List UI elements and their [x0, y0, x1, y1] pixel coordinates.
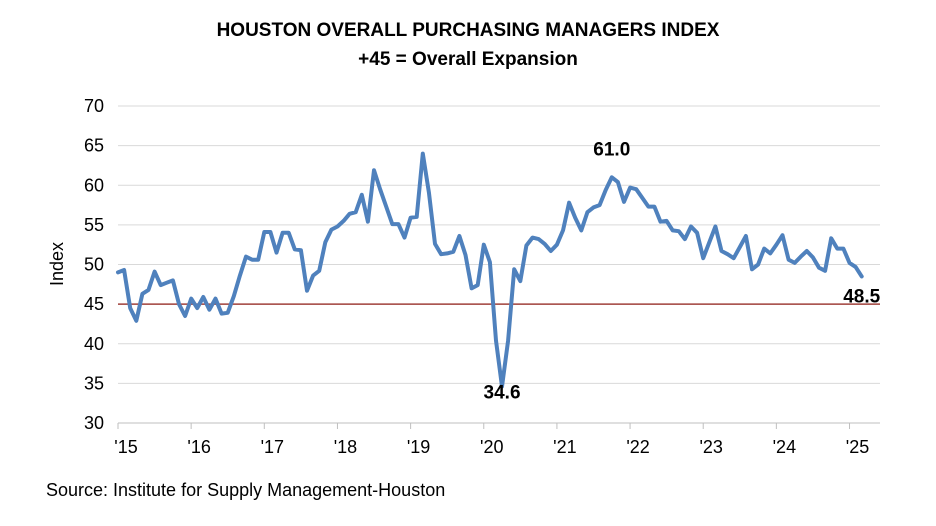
y-tick-label: 40	[84, 334, 104, 354]
x-tick-label: '23	[699, 437, 722, 457]
series-layer	[116, 151, 864, 389]
x-tick-label: '25	[846, 437, 869, 457]
x-tick-label: '18	[334, 437, 357, 457]
y-tick-label: 65	[84, 136, 104, 156]
x-tick-label: '24	[773, 437, 796, 457]
x-tick-label: '21	[553, 437, 576, 457]
data-label: 48.5	[843, 286, 880, 307]
x-tick-label: '20	[480, 437, 503, 457]
x-tick-label: '15	[114, 437, 137, 457]
chart-subtitle: +45 = Overall Expansion	[358, 49, 578, 70]
y-tick-label: 35	[84, 373, 104, 393]
x-tick-label: '17	[261, 437, 284, 457]
y-tick-label: 50	[84, 255, 104, 275]
x-tick-label: '22	[626, 437, 649, 457]
annotations: 61.0 34.6 48.5	[484, 139, 881, 403]
data-label: 34.6	[484, 383, 521, 404]
gridlines	[118, 105, 880, 384]
y-axis-label: Index	[47, 242, 67, 286]
series-line	[116, 151, 864, 389]
chart-title: HOUSTON OVERALL PURCHASING MANAGERS INDE…	[216, 20, 720, 41]
x-tick-label: '19	[407, 437, 430, 457]
y-tick-label: 60	[84, 175, 104, 195]
y-tick-label: 30	[84, 413, 104, 433]
data-label: 61.0	[593, 139, 630, 160]
y-tick-label: 45	[84, 294, 104, 314]
y-tick-label: 55	[84, 215, 104, 235]
source-note: Source: Institute for Supply Management-…	[46, 480, 446, 500]
axes: 30 35 40 45 50 55 60 65 70 '15 '16 '17 '18 '19 '20 '21 '…	[84, 96, 880, 457]
x-tick-label: '16	[187, 437, 210, 457]
y-tick-label: 70	[84, 96, 104, 116]
